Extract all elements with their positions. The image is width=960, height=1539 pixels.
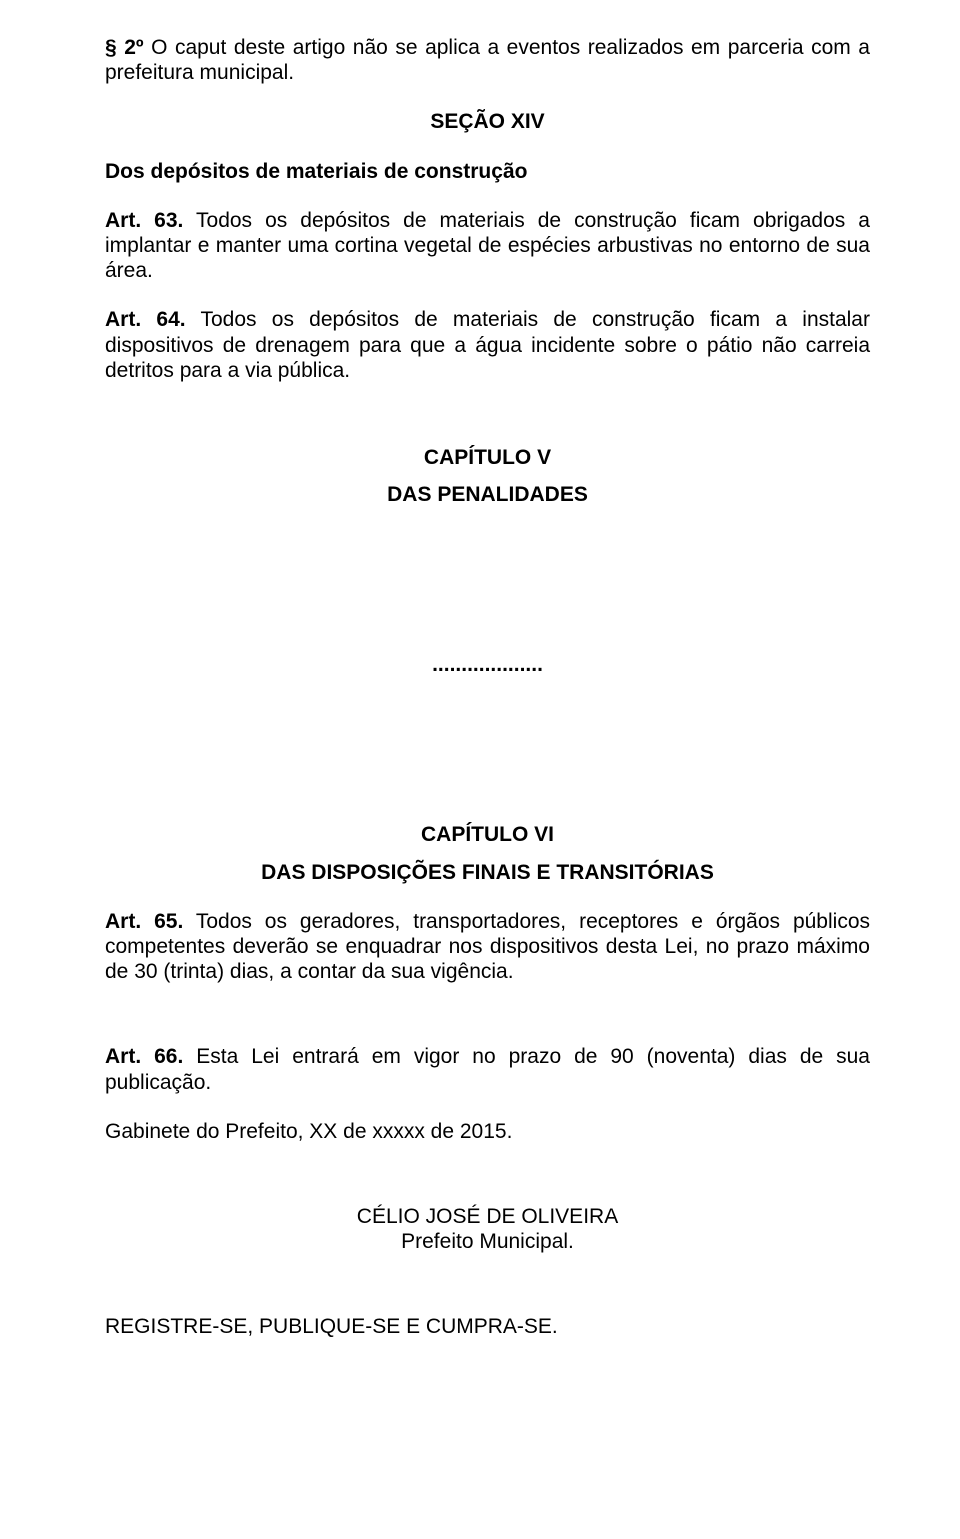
signature-name: CÉLIO JOSÉ DE OLIVEIRA (105, 1204, 870, 1229)
section-xiv-heading: SEÇÃO XIV (105, 109, 870, 134)
chapter-v-heading: CAPÍTULO V (105, 445, 870, 470)
art-63-prefix: Art. 63. (105, 209, 183, 232)
section-xiv-subtitle: Dos depósitos de materiais de construção (105, 159, 870, 184)
chapter-vi-subtitle: DAS DISPOSIÇÕES FINAIS E TRANSITÓRIAS (105, 860, 870, 885)
art-65-prefix: Art. 65. (105, 910, 183, 933)
art-66-text: Esta Lei entrará em vigor no prazo de 90… (105, 1045, 870, 1093)
art-63-text: Todos os depósitos de materiais de const… (105, 209, 870, 282)
article-64: Art. 64. Todos os depósitos de materiais… (105, 307, 870, 383)
article-65: Art. 65. Todos os geradores, transportad… (105, 909, 870, 985)
art-64-text: Todos os depósitos de materiais de const… (105, 308, 870, 381)
chapter-v-subtitle: DAS PENALIDADES (105, 482, 870, 507)
article-66: Art. 66. Esta Lei entrará em vigor no pr… (105, 1044, 870, 1094)
signature-title: Prefeito Municipal. (105, 1229, 870, 1254)
gabinete-line: Gabinete do Prefeito, XX de xxxxx de 201… (105, 1119, 870, 1144)
art-66-prefix: Art. 66. (105, 1045, 183, 1068)
signature-block: CÉLIO JOSÉ DE OLIVEIRA Prefeito Municipa… (105, 1204, 870, 1254)
final-line: REGISTRE-SE, PUBLIQUE-SE E CUMPRA-SE. (105, 1314, 870, 1339)
para-2-prefix: § 2º (105, 36, 144, 59)
paragraph-2: § 2º O caput deste artigo não se aplica … (105, 35, 870, 85)
art-64-prefix: Art. 64. (105, 308, 186, 331)
chapter-vi-heading: CAPÍTULO VI (105, 822, 870, 847)
ellipsis: ................... (105, 652, 870, 677)
para-2-text: O caput deste artigo não se aplica a eve… (105, 36, 870, 84)
art-65-text: Todos os geradores, transportadores, rec… (105, 910, 870, 983)
article-63: Art. 63. Todos os depósitos de materiais… (105, 208, 870, 284)
